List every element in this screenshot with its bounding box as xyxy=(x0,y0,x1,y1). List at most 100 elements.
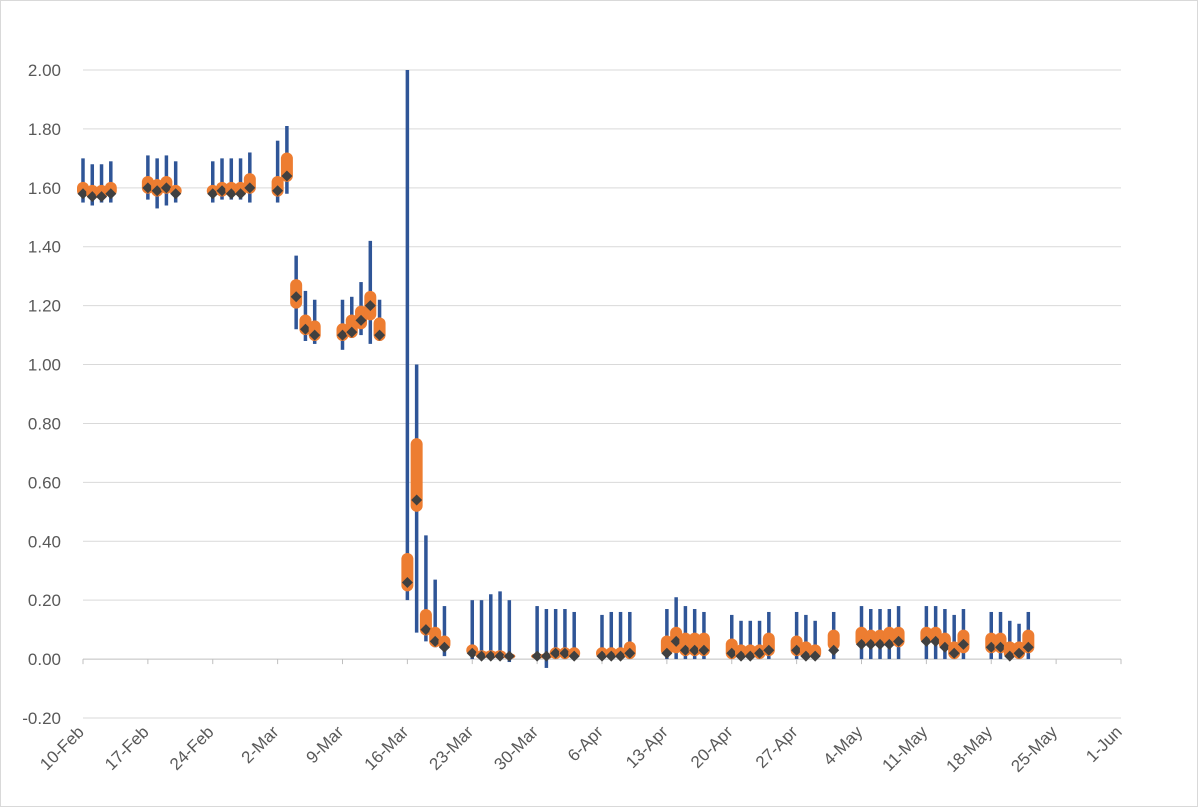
x-tick-label: 17-Feb xyxy=(101,722,153,774)
diamond-marker xyxy=(429,635,441,647)
diamond-marker xyxy=(930,635,942,647)
diamond-marker xyxy=(948,647,960,659)
y-tick-label: 1.80 xyxy=(28,120,61,139)
y-axis-tick-labels: -0.20 0.00 0.20 0.40 0.60 0.80 1.00 1.20 1.40 1.6… xyxy=(22,61,61,728)
diamond-marker xyxy=(550,647,562,659)
diamond-marker xyxy=(309,329,321,341)
diamond-marker xyxy=(411,494,423,506)
x-tick-label: 9-Mar xyxy=(302,722,347,767)
diamond-marker xyxy=(661,647,673,659)
diamond-marker xyxy=(874,638,886,650)
diamond-marker xyxy=(374,329,386,341)
diamond-marker xyxy=(485,650,497,662)
y-tick-label: 0.80 xyxy=(28,414,61,433)
diamond-marker xyxy=(272,185,284,197)
box xyxy=(827,629,840,651)
diamond-marker xyxy=(420,624,432,636)
diamond-marker xyxy=(364,300,376,312)
diamond-marker xyxy=(615,650,627,662)
diamond-marker xyxy=(401,577,413,589)
x-tick-label: 2-Mar xyxy=(238,722,283,767)
diamond-marker xyxy=(568,650,580,662)
diamond-marker xyxy=(920,635,932,647)
diamond-marker xyxy=(995,641,1007,653)
y-tick-label: 1.60 xyxy=(28,179,61,198)
x-tick-label: 4-May xyxy=(819,722,866,769)
x-tick-label: 30-Mar xyxy=(490,722,542,774)
diamond-marker xyxy=(698,644,710,656)
diamond-marker xyxy=(883,638,895,650)
diamond-marker xyxy=(763,644,775,656)
diamond-marker xyxy=(77,188,89,200)
diamond-marker xyxy=(939,641,951,653)
x-tick-label: 10-Feb xyxy=(36,722,88,774)
diamond-marker xyxy=(466,647,478,659)
diamond-marker xyxy=(856,638,867,650)
y-tick-label: 0.40 xyxy=(28,532,61,551)
diamond-marker xyxy=(86,191,98,203)
diamond-marker xyxy=(207,188,219,200)
gridlines xyxy=(83,69,1121,719)
data-marks xyxy=(77,70,1035,668)
diamond-marker xyxy=(689,644,701,656)
x-tick-label: 13-Apr xyxy=(622,722,672,772)
diamond-marker xyxy=(735,650,747,662)
diamond-marker xyxy=(596,650,608,662)
diamond-marker xyxy=(244,182,256,194)
x-tick-label: 11-May xyxy=(879,722,932,775)
y-tick-label: 1.40 xyxy=(28,238,61,257)
diamond-marker xyxy=(624,647,636,659)
diamond-marker xyxy=(828,644,840,656)
diamond-marker xyxy=(96,191,108,203)
diamond-marker xyxy=(957,638,969,650)
diamond-marker xyxy=(170,188,182,200)
diamond-marker xyxy=(1004,650,1016,662)
x-tick-label: 6-Apr xyxy=(564,722,607,765)
y-tick-label: 1.20 xyxy=(28,297,61,316)
diamond-marker xyxy=(235,188,247,200)
diamond-marker xyxy=(503,650,515,662)
box xyxy=(410,438,423,512)
diamond-marker xyxy=(151,185,163,197)
diamond-marker xyxy=(679,644,691,656)
diamond-marker xyxy=(809,650,821,662)
x-tick-label: 27-Apr xyxy=(752,722,802,772)
diamond-marker xyxy=(105,188,117,200)
x-tick-label: 25-May xyxy=(1007,722,1061,776)
y-tick-label: -0.20 xyxy=(22,709,61,728)
y-tick-label: 0.00 xyxy=(28,650,61,669)
diamond-marker xyxy=(540,650,552,662)
diamond-marker xyxy=(559,647,571,659)
diamond-marker xyxy=(355,314,367,326)
diamond-marker xyxy=(1022,641,1034,653)
diamond-marker xyxy=(494,650,506,662)
diamond-marker xyxy=(346,326,358,338)
diamond-marker xyxy=(476,650,488,662)
x-tick-label: 23-Mar xyxy=(426,722,478,774)
diamond-marker xyxy=(281,170,293,182)
diamond-marker xyxy=(893,635,905,647)
diamond-marker xyxy=(160,182,172,194)
x-tick-label: 18-May xyxy=(943,722,997,776)
diamond-marker xyxy=(216,185,228,197)
diamond-marker xyxy=(1013,647,1025,659)
diamond-marker xyxy=(142,182,154,194)
y-tick-label: 0.20 xyxy=(28,591,61,610)
diamond-marker xyxy=(985,641,997,653)
diamond-marker xyxy=(531,650,543,662)
y-tick-label: 0.60 xyxy=(28,473,61,492)
diamond-marker xyxy=(605,650,617,662)
x-tick-label: 20-Apr xyxy=(687,722,737,772)
y-tick-label: 1.00 xyxy=(28,356,61,375)
x-axis-tick-labels: 10-Feb 17-Feb 24-Feb 2-Mar 9-Mar 16-Mar 23-Mar… xyxy=(36,722,1126,776)
diamond-marker xyxy=(225,188,237,200)
diamond-marker xyxy=(726,647,738,659)
diamond-marker xyxy=(290,291,302,303)
diamond-marker xyxy=(299,323,311,335)
diamond-marker xyxy=(865,638,877,650)
diamond-marker xyxy=(337,329,348,341)
diamond-marker xyxy=(754,647,766,659)
diamond-marker xyxy=(791,644,803,656)
